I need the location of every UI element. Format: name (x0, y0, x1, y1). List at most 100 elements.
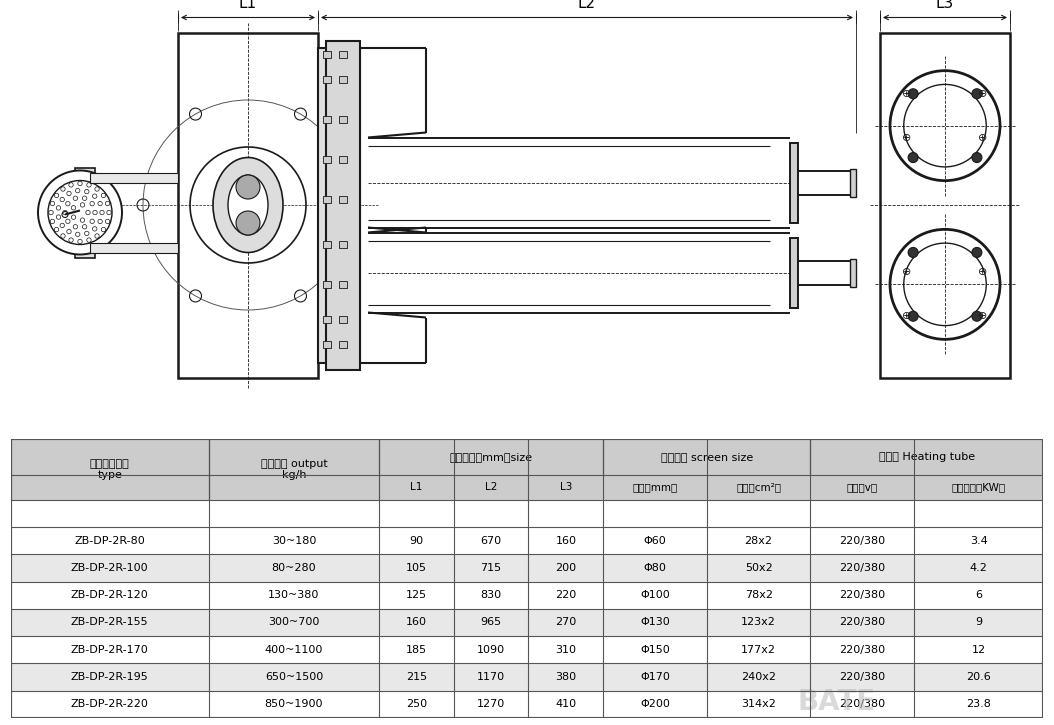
Bar (323, 75, 331, 83)
Bar (210, 439, 377, 500)
Text: 90: 90 (409, 536, 424, 546)
Text: 78x2: 78x2 (744, 590, 773, 600)
Text: 20.6: 20.6 (967, 672, 991, 682)
Circle shape (38, 170, 122, 254)
Bar (604, 439, 809, 475)
Text: ⊕: ⊕ (902, 133, 912, 143)
Bar (11, 527, 1043, 555)
Text: 250: 250 (406, 699, 427, 709)
Text: 220/380: 220/380 (839, 645, 885, 655)
Text: 270: 270 (555, 618, 577, 628)
Bar (339, 241, 347, 247)
Text: 3.4: 3.4 (970, 536, 988, 546)
Text: 160: 160 (555, 536, 577, 546)
Bar (11, 636, 1043, 663)
Text: 123x2: 123x2 (741, 618, 776, 628)
Circle shape (909, 88, 918, 99)
Bar (11, 439, 1043, 475)
Bar (880, 33, 1010, 378)
Ellipse shape (213, 157, 284, 252)
Text: 适用产量 output
kg/h: 适用产量 output kg/h (260, 458, 328, 480)
Bar (339, 196, 347, 202)
Text: ZB-DP-2R-155: ZB-DP-2R-155 (71, 618, 149, 628)
Text: 240x2: 240x2 (741, 672, 776, 682)
Text: L3: L3 (936, 0, 954, 12)
Circle shape (909, 311, 918, 321)
Circle shape (972, 247, 982, 257)
Text: 轮廓尺寸（mm）size: 轮廓尺寸（mm）size (449, 452, 532, 462)
Bar (323, 241, 331, 247)
Circle shape (48, 181, 112, 244)
Text: 1090: 1090 (477, 645, 505, 655)
Text: 30~180: 30~180 (272, 536, 316, 546)
Text: Φ80: Φ80 (644, 563, 666, 573)
Bar (339, 155, 347, 162)
Text: 380: 380 (555, 672, 577, 682)
Text: 直径（mm）: 直径（mm） (632, 482, 678, 492)
Text: Φ150: Φ150 (640, 645, 670, 655)
Text: 965: 965 (481, 618, 502, 628)
Text: 310: 310 (555, 645, 577, 655)
Text: ⊕: ⊕ (978, 268, 988, 278)
Bar (323, 115, 331, 123)
Bar (339, 341, 347, 347)
Bar (339, 281, 347, 288)
Bar (326, 41, 360, 370)
Text: 面积（cm²）: 面积（cm²） (736, 482, 781, 492)
Text: 400~1100: 400~1100 (265, 645, 324, 655)
Text: 215: 215 (406, 672, 427, 682)
Text: 130~380: 130~380 (269, 590, 319, 600)
Bar (90, 242, 178, 252)
Text: 220: 220 (555, 590, 577, 600)
Text: ⊕: ⊕ (978, 88, 988, 99)
Text: 410: 410 (555, 699, 577, 709)
Text: 105: 105 (406, 563, 427, 573)
Text: Φ100: Φ100 (640, 590, 670, 600)
Bar (850, 168, 856, 196)
Bar (323, 196, 331, 202)
Circle shape (972, 152, 982, 162)
Text: 670: 670 (481, 536, 502, 546)
Text: 220/380: 220/380 (839, 563, 885, 573)
Text: 830: 830 (481, 590, 502, 600)
Text: 4.2: 4.2 (970, 563, 988, 573)
Text: 80~280: 80~280 (272, 563, 316, 573)
Circle shape (909, 247, 918, 257)
Bar (75, 167, 95, 257)
Text: ⊕: ⊕ (978, 311, 988, 321)
Text: L2: L2 (485, 482, 497, 492)
Text: 6: 6 (975, 590, 982, 600)
Text: 加热功率（KW）: 加热功率（KW） (952, 482, 1006, 492)
Bar (323, 155, 331, 162)
Circle shape (972, 311, 982, 321)
Text: 300~700: 300~700 (269, 618, 319, 628)
Text: 滤网尺寸 screen size: 滤网尺寸 screen size (661, 452, 753, 462)
Bar (178, 33, 318, 378)
Bar (339, 75, 347, 83)
Bar (11, 581, 1043, 609)
Text: L2: L2 (578, 0, 597, 12)
Bar (11, 609, 1043, 636)
Text: 160: 160 (406, 618, 427, 628)
Text: Φ60: Φ60 (644, 536, 666, 546)
Text: 220/380: 220/380 (839, 699, 885, 709)
Text: L1: L1 (410, 482, 423, 492)
Bar (323, 51, 331, 57)
Text: ⊕: ⊕ (978, 133, 988, 143)
Text: 50x2: 50x2 (745, 563, 773, 573)
Text: BATE: BATE (798, 689, 876, 716)
Text: ZB-DP-2R-170: ZB-DP-2R-170 (71, 645, 149, 655)
Text: 177x2: 177x2 (741, 645, 776, 655)
Bar (790, 143, 798, 223)
Ellipse shape (228, 175, 268, 235)
Text: Φ170: Φ170 (640, 672, 670, 682)
Text: ZB-DP-2R-220: ZB-DP-2R-220 (71, 699, 149, 709)
Bar (12, 439, 208, 500)
Bar (339, 51, 347, 57)
Bar (379, 439, 602, 475)
Text: 9: 9 (975, 618, 982, 628)
Text: 715: 715 (481, 563, 502, 573)
Bar (11, 555, 1043, 581)
Text: ⊕: ⊕ (902, 311, 912, 321)
Text: 185: 185 (406, 645, 427, 655)
